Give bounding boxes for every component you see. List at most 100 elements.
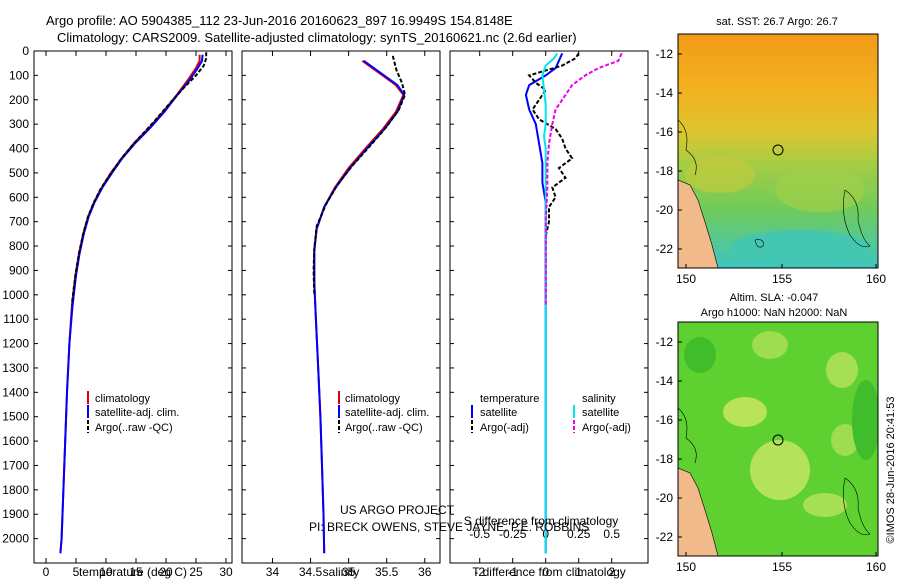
sst-map [678, 34, 878, 268]
header-line2: Climatology: CARS2009. Satellite-adjuste… [57, 30, 577, 45]
difference-axes [449, 50, 649, 564]
lon-tick-label: 160 [866, 272, 886, 286]
project-annotation-line1: US ARGO PROJECT [340, 503, 455, 517]
depth-tick-label: 1400 [2, 385, 29, 399]
lon-tick-label: 150 [676, 272, 696, 286]
temperature-axes [33, 50, 233, 564]
sla-high-patch [826, 352, 858, 388]
sst-axis-ticks: -12 -14 -16 -18 -20 -22 150 155 160 [656, 47, 887, 286]
sla-map-title-line2: Argo h1000: NaN h2000: NaN [701, 307, 848, 319]
lon-tick-label: 155 [772, 560, 792, 574]
series-t-satellite [524, 52, 564, 554]
depth-tick-label: 1600 [2, 434, 29, 448]
depth-tick-label: 2000 [2, 532, 29, 546]
depth-tick-label: 700 [9, 215, 29, 229]
sla-map-frame [677, 321, 879, 557]
lat-tick-label: -12 [656, 47, 674, 61]
lat-tick-label: -20 [656, 203, 674, 217]
x-tick-label: 10 [99, 565, 113, 579]
x-tick-label-top: -0.25 [499, 527, 527, 541]
sla-land [678, 467, 719, 556]
depth-tick-label: 1000 [2, 288, 29, 302]
legend-label-t-argo: Argo(-adj) [480, 422, 529, 434]
sla-reef-contour [843, 477, 871, 536]
sst-reef-contour [678, 119, 697, 176]
lon-tick-label: 155 [772, 272, 792, 286]
sst-reef-contour [754, 239, 764, 248]
sst-reef-contour [843, 189, 871, 248]
credit-text: ©IMOS 28-Jun-2016 20:41:53 [885, 397, 897, 544]
sla-high-patch [750, 440, 810, 500]
sst-argo-marker [772, 144, 784, 156]
header-line1: Argo profile: AO 5904385_112 23-Jun-2016… [46, 13, 513, 28]
series-argo-raw-qc [312, 55, 407, 295]
x-tick-label: 20 [159, 565, 173, 579]
sla-map-title-line1: Altim. SLA: -0.047 [730, 292, 819, 304]
depth-tick-label: 400 [9, 142, 29, 156]
temperature-xlabel: temperature (deg C) [79, 565, 187, 579]
legend-label-climatology: climatology [95, 393, 151, 405]
sst-map-frame [677, 33, 879, 269]
sst-warm-patch [775, 168, 865, 212]
legend-label-climatology: climatology [345, 393, 401, 405]
x-tick-label: -2 [474, 565, 485, 579]
sla-low-patch [852, 380, 878, 460]
lat-tick-label: -12 [656, 335, 674, 349]
legend-label-argo: Argo(..raw -QC) [345, 422, 423, 434]
lat-tick-label: -14 [656, 86, 674, 100]
series-satellite-adj-clim [59, 54, 204, 554]
legend-label-satellite: satellite-adj. clim. [95, 407, 179, 419]
series-argo-raw-qc [70, 52, 208, 305]
x-tick-label: 36 [418, 565, 432, 579]
sla-high-patch [803, 493, 847, 517]
salinity-xlabel: salinity [323, 565, 360, 579]
salinity-plot: 34 34.5 35 35.5 36 [242, 50, 440, 579]
x-tick-label: -1 [507, 565, 518, 579]
x-tick-label: 15 [129, 565, 143, 579]
x-tick-label: 35.5 [375, 565, 399, 579]
depth-tick-label: 500 [9, 166, 29, 180]
legend-label-s-argo: Argo(-adj) [582, 422, 631, 434]
x-tick-label: 25 [189, 565, 203, 579]
series-s-satellite [541, 52, 559, 554]
lat-tick-label: -16 [656, 125, 674, 139]
salinity-axes [241, 50, 441, 564]
sla-high-patch [723, 397, 767, 427]
sla-axis-ticks: -12 -14 -16 -18 -20 -22 150 155 160 [656, 335, 887, 574]
depth-axis: 0 100 200 300 400 500 600 700 800 900 1000 1100 1200… [2, 44, 29, 546]
difference-xlabel-top: S difference from climatology [464, 514, 619, 528]
series-t-argo-adj [527, 52, 580, 305]
depth-tick-label: 1800 [2, 483, 29, 497]
series-s-argo-adj [544, 52, 623, 305]
sla-low-patch [684, 337, 716, 373]
temperature-plot: 0 5 10 15 20 25 30 [34, 50, 233, 579]
x-tick-label-top: 0.25 [567, 527, 591, 541]
lat-tick-label: -16 [656, 413, 674, 427]
depth-tick-label: 1700 [2, 458, 29, 472]
series-climatology [59, 54, 201, 554]
x-tick-label: 30 [219, 565, 233, 579]
sla-map [678, 322, 878, 556]
difference-xlabel: T difference from climatology [472, 565, 626, 579]
x-tick-label: 1 [575, 565, 582, 579]
x-tick-label: 0 [43, 565, 50, 579]
lat-tick-label: -20 [656, 491, 674, 505]
project-annotation-line2: PI: BRECK OWENS, STEVE JAYNE, P.E. ROBBI… [309, 520, 589, 534]
series-satellite-adj-clim [313, 59, 406, 554]
depth-tick-label: 300 [9, 117, 29, 131]
sla-argo-marker [772, 434, 784, 446]
lat-tick-label: -18 [656, 452, 674, 466]
x-tick-label: 5 [73, 565, 80, 579]
sst-cool-patch [730, 230, 870, 266]
legend-label-satellite: satellite-adj. clim. [345, 407, 429, 419]
lon-tick-label: 150 [676, 560, 696, 574]
x-tick-label: 34.5 [299, 565, 323, 579]
temperature-legend: climatology satellite-adj. clim. Argo(..… [87, 391, 179, 434]
sla-high-patch [752, 331, 788, 359]
legend-label-argo: Argo(..raw -QC) [95, 422, 173, 434]
sla-high-patch [831, 424, 859, 456]
lat-tick-label: -22 [656, 242, 674, 256]
depth-tick-label: 1200 [2, 337, 29, 351]
sst-warm-patch [685, 157, 755, 193]
